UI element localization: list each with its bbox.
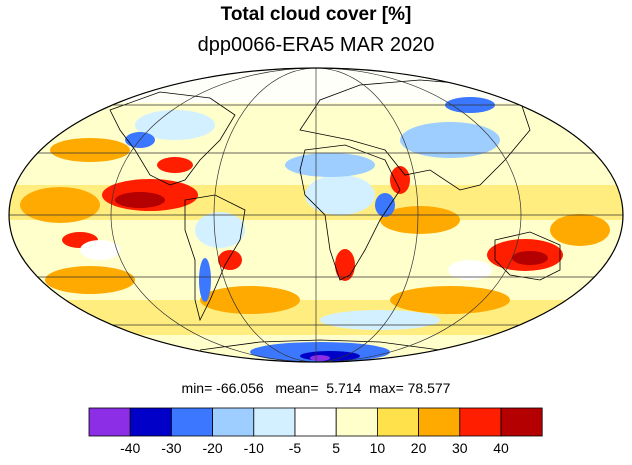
colorbar-tick-label: -40 [120,440,140,456]
colorbar-box-10 [500,407,543,437]
coast-antarctica [199,339,441,351]
colorbar-box-8 [418,407,461,437]
patch-red-south-africa [335,249,355,281]
patch-red-arabia [390,166,410,194]
colorbar-tick-label: -30 [161,440,181,456]
colorbar: -40 -30 -20 -10 -5 5 10 20 30 40 [88,407,543,456]
graticule [9,68,623,362]
plot-subtitle: dpp0066-ERA5 MAR 2020 [197,34,435,56]
patch-darkred-caribbean [115,192,165,208]
colorbar-box-5 [294,407,337,437]
meridian-60 [213,68,419,362]
colorbar-box-1 [129,407,172,437]
colorbar-box-3 [212,407,255,437]
patch-red-gulf [157,157,193,173]
mean-label: mean= [275,380,319,396]
patch-lightblue-southern [320,310,440,330]
colorbar-tick-label: -20 [202,440,222,456]
coast-africa [299,144,401,281]
colorbar-box-4 [253,407,296,437]
patch-white-pacific [80,240,120,260]
colorbar-tick-label: 30 [452,440,468,456]
patch-lightblue-africa [305,175,375,215]
patch-lightblue-asia [400,122,500,158]
coast-australia [494,231,561,281]
colorbar-tick-label: 10 [370,440,386,456]
patch-orange-indian [380,206,460,234]
patch-lightblue-north-america [135,110,215,140]
patch-darkblue-antarctica [300,351,360,361]
patch-blue-andes [199,258,211,302]
colorbar-box-2 [170,407,213,437]
patch-orange-atlantic-s [200,286,300,314]
patch-orange-pacific-s [45,266,135,294]
colorbar-box-7 [376,407,419,437]
globe-outline [8,67,624,363]
patch-orange-indian-s [390,286,510,314]
mollweide-map [8,67,624,363]
patch-lightblue-sahara [285,153,375,177]
patch-orange-north-pacific [50,138,130,162]
colorbar-tick-label: 40 [493,440,509,456]
colorbar-labels: -40 -30 -20 -10 -5 5 10 20 30 40 [120,440,509,456]
colorbar-tick-label: -5 [289,440,302,456]
coastlines [109,79,561,351]
min-value: -66.056 [216,380,264,396]
min-label: min= [181,380,213,396]
colorbar-tick-label: 20 [411,440,427,456]
patch-orange-east-pacific [550,214,610,246]
patch-darkred-australia [512,251,548,265]
patch-purple-antarctica [310,355,330,361]
patch-orange-pacific-w [20,187,100,223]
patch-red-south-america [218,250,242,270]
patch-lightblue-amazon [195,212,245,248]
colorbar-boxes [88,407,543,437]
patch-white-indian [448,260,492,280]
coast-eurasia [299,79,531,191]
max-label: max= [369,380,404,396]
meridian-120 [110,68,522,362]
patch-blue-east-africa [375,193,395,217]
statistics-line: min= -66.056 mean= 5.714 max= 78.577 [0,380,632,396]
coast-south-america [184,194,246,322]
colorbar-box-6 [335,407,378,437]
colorbar-box-9 [459,407,502,437]
coast-north-america [109,91,236,186]
mean-value: 5.714 [326,380,362,396]
colorbar-tick-label: -10 [244,440,264,456]
max-value: 78.577 [407,380,451,396]
colorbar-tick-label: 5 [332,440,340,456]
plot-title: Total cloud cover [%] [220,4,412,25]
colorbar-box-0 [88,407,131,437]
